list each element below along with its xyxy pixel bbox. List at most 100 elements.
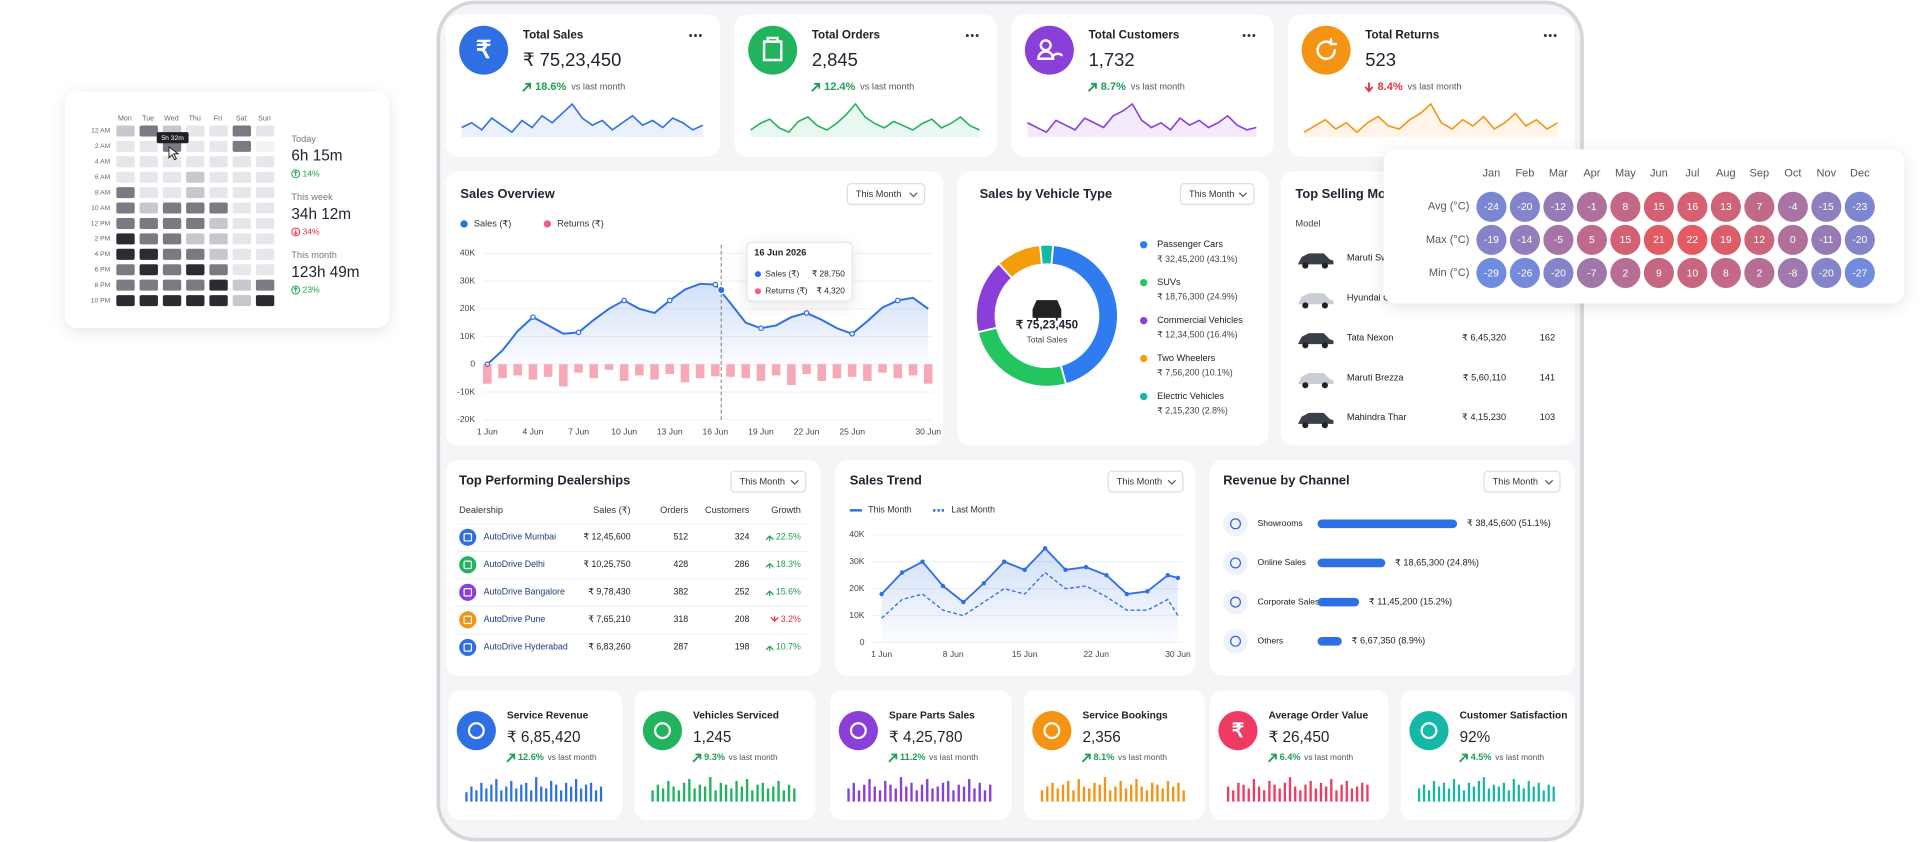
bar bbox=[635, 364, 644, 376]
heat-cell bbox=[255, 233, 275, 245]
hour-label: 4 AM bbox=[95, 159, 111, 166]
mini-bar bbox=[1119, 780, 1122, 802]
bar bbox=[832, 364, 842, 379]
heat-cell bbox=[255, 156, 275, 168]
heat-cell bbox=[209, 187, 228, 199]
kpi-note: vs last month bbox=[860, 81, 914, 91]
heat-cell bbox=[232, 140, 252, 152]
bar bbox=[711, 364, 720, 377]
legend-label: Passenger Cars bbox=[1157, 239, 1223, 249]
heat-cell bbox=[116, 187, 135, 199]
service-change: 12.6% bbox=[518, 752, 544, 762]
bar bbox=[695, 364, 705, 379]
kpi-note: vs last month bbox=[1408, 81, 1462, 91]
channel-icon bbox=[1223, 550, 1248, 576]
kpi-note: vs last month bbox=[571, 81, 625, 91]
service-note: vs last month bbox=[729, 752, 778, 762]
bar bbox=[1317, 519, 1458, 529]
mini-bar bbox=[941, 782, 945, 802]
temp-value: 15 bbox=[1620, 235, 1632, 246]
mini-bar bbox=[584, 784, 588, 802]
heat-cell bbox=[139, 264, 158, 276]
dealer-growth: 18.3% bbox=[776, 559, 801, 569]
y-tick-label: 40K bbox=[849, 529, 865, 539]
hour-label: 4 PM bbox=[95, 251, 111, 258]
x-tick-label: 30 Jun bbox=[1165, 649, 1191, 659]
bar bbox=[589, 364, 599, 379]
x-tick-label: 13 Jun bbox=[657, 426, 683, 436]
tooltip-value: ₹ 28,750 bbox=[812, 268, 845, 278]
temp-value: 21 bbox=[1653, 235, 1665, 246]
heat-cell bbox=[116, 217, 135, 229]
model-sales: ₹ 5,60,110 bbox=[1463, 372, 1506, 382]
mini-bar bbox=[515, 788, 518, 802]
car-thumb bbox=[1297, 253, 1334, 265]
tooltip-label: Sales (₹) bbox=[765, 268, 799, 278]
car-wheel bbox=[1321, 382, 1328, 389]
dealer-icon bbox=[459, 528, 477, 546]
month-label: Apr bbox=[1583, 168, 1600, 180]
dealer-name: AutoDrive Delhi bbox=[484, 559, 545, 569]
temp-cell bbox=[1777, 224, 1808, 255]
hour-label: 12 AM bbox=[91, 128, 110, 135]
mini-bar bbox=[989, 784, 992, 802]
bar bbox=[741, 364, 751, 379]
channel-label: Corporate Sales bbox=[1258, 596, 1320, 606]
filter-dropdown[interactable] bbox=[1179, 182, 1255, 205]
car-thumb bbox=[1297, 293, 1334, 305]
mini-bar bbox=[594, 790, 598, 802]
mini-bar bbox=[565, 782, 568, 802]
temp-cell bbox=[1677, 257, 1708, 288]
heat-cell bbox=[209, 140, 228, 152]
dealer-customers: 324 bbox=[735, 532, 750, 542]
chevron bbox=[1167, 479, 1176, 485]
growth-arrow bbox=[765, 645, 774, 652]
filter-dropdown[interactable] bbox=[730, 470, 807, 493]
mini-bar bbox=[947, 780, 950, 802]
mini-bar bbox=[688, 779, 691, 802]
heat-cell bbox=[139, 125, 158, 137]
tooltip-dot bbox=[754, 271, 762, 278]
heat-cell bbox=[116, 279, 135, 291]
mini-bar bbox=[1151, 782, 1154, 802]
mini-bar bbox=[1130, 784, 1133, 802]
mini-bar bbox=[1437, 786, 1441, 802]
service-title: Service Revenue bbox=[507, 711, 589, 722]
temp-value: 12 bbox=[1754, 235, 1766, 246]
x-tick-label: 22 Jun bbox=[794, 426, 820, 436]
service-icon-glyph bbox=[849, 722, 867, 740]
donut-center-value: ₹ 75,23,450 bbox=[1016, 319, 1078, 332]
heat-cell bbox=[186, 125, 205, 137]
heat-cell bbox=[186, 295, 205, 307]
model-name: Maruti Brezza bbox=[1347, 372, 1404, 382]
table-header: Orders bbox=[660, 505, 688, 515]
mini-bar bbox=[1512, 779, 1515, 802]
filter-dropdown[interactable] bbox=[1483, 470, 1561, 493]
dealer-growth: 15.6% bbox=[776, 587, 801, 597]
line-point bbox=[575, 329, 582, 336]
day-label: Wed bbox=[164, 115, 179, 123]
heat-cell bbox=[116, 248, 135, 260]
bar bbox=[543, 364, 553, 377]
hour-label: 10 PM bbox=[91, 297, 111, 304]
channel-icon bbox=[1223, 589, 1248, 615]
heat-cell bbox=[255, 217, 275, 229]
mini-bar bbox=[868, 779, 871, 802]
kpi-value: 523 bbox=[1365, 49, 1396, 70]
mini-bar bbox=[926, 779, 929, 802]
heat-cell bbox=[186, 140, 205, 152]
hour-label: 6 PM bbox=[95, 267, 111, 274]
line-point bbox=[1124, 591, 1130, 597]
mini-bar bbox=[745, 779, 749, 802]
line-point bbox=[1104, 573, 1109, 578]
filter-dropdown[interactable] bbox=[846, 182, 926, 205]
growth-arrow bbox=[765, 562, 774, 569]
stat-arrow bbox=[293, 286, 298, 293]
table-header: Dealership bbox=[459, 505, 503, 515]
arrow-up bbox=[692, 753, 702, 763]
more-dot bbox=[689, 34, 693, 37]
mini-bar bbox=[1477, 780, 1481, 802]
mini-bar bbox=[1067, 780, 1070, 802]
filter-dropdown[interactable] bbox=[1107, 470, 1184, 493]
temp-cell bbox=[1610, 257, 1641, 288]
